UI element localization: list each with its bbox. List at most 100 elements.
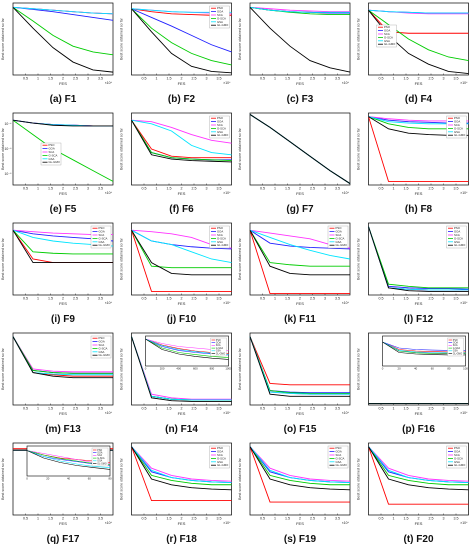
x-tick-label: 1.5: [404, 407, 409, 411]
legend-label: PSO: [99, 226, 106, 230]
x-tick-label: 2: [299, 517, 301, 521]
legend-label: SCA: [217, 453, 223, 457]
series-line-g-sca: [131, 229, 232, 269]
y-axis-label: Best score obtained so far: [357, 347, 361, 390]
x-tick-label: 0.5: [142, 297, 147, 301]
inset-x-tick-label: 40: [67, 477, 71, 481]
x-axis-exponent: ×10⁴: [460, 81, 468, 85]
legend-label: PSO: [217, 446, 224, 450]
x-tick-label: 3: [87, 297, 89, 301]
x-axis-exponent: ×10⁴: [223, 81, 231, 85]
x-tick-label: 1: [156, 297, 158, 301]
legend-label: GSA: [454, 130, 460, 134]
inset-x-tick-label: 800: [210, 367, 215, 371]
x-axis-label: FES: [59, 411, 67, 416]
series-line-g-sca: [368, 446, 469, 486]
legend-label: GOA: [336, 230, 342, 234]
y-axis-label: Best score obtained so far: [238, 237, 242, 280]
inset-legend-label: GOA: [216, 342, 222, 345]
chart-panel-8: Best score obtained so far 0.5 1 1.5 2 2.5 3 3.…: [357, 112, 469, 215]
x-tick-label: 3: [206, 297, 208, 301]
x-tick-label: 0.5: [379, 517, 384, 521]
legend-label: GOA: [217, 230, 223, 234]
x-axis-exponent: ×10⁴: [223, 301, 231, 305]
legend-label: GOA: [454, 120, 460, 124]
x-axis-exponent: ×10⁴: [105, 521, 113, 525]
legend-label: SCA: [336, 453, 342, 457]
legend-label: PSO: [217, 6, 224, 10]
chart-panel-12: Best score obtained so far 0.5 1 1.5 2 2.5 3 3.…: [357, 222, 469, 325]
legend-label: PSO: [454, 226, 461, 230]
x-tick-label: 3.5: [335, 297, 340, 301]
panel-caption: (n) F14: [165, 424, 198, 435]
x-axis-label: FES: [59, 81, 67, 86]
inset-legend-label: SCA: [97, 454, 102, 457]
x-tick-label: 2: [418, 517, 420, 521]
x-tick-label: 2.5: [192, 407, 197, 411]
x-tick-label: 0.5: [142, 517, 147, 521]
chart-panel-17: Best score obtained so far 0.5 1 1.5 2 2.5 3 3.…: [1, 442, 114, 545]
chart-panel-3: Best score obtained so far 0.5 1 1.5 2 2.5 3 3.…: [238, 2, 351, 105]
x-tick-label: 2.5: [73, 187, 78, 191]
series-line-g-sca: [368, 9, 469, 62]
legend-label: PSO: [454, 116, 461, 120]
legend-label: GL-GMO: [454, 463, 466, 467]
series-line-sca: [131, 336, 232, 400]
legend-label: GOA: [454, 230, 460, 234]
series-line-gl-gmo: [249, 446, 351, 491]
x-tick-label: 2.5: [429, 77, 434, 81]
x-tick-label: 1: [393, 77, 395, 81]
x-tick-label: 3.5: [98, 77, 103, 81]
x-tick-label: 1: [274, 297, 276, 301]
x-axis-exponent: ×10⁴: [223, 521, 231, 525]
legend-label: SCA: [336, 233, 342, 237]
panel-caption: (g) F7: [286, 204, 314, 215]
legend-label: G-SCA: [454, 456, 463, 460]
x-axis-exponent: ×10⁴: [342, 81, 350, 85]
y-axis-label: Best score obtained so far: [357, 237, 361, 280]
legend-label: GOA: [454, 450, 460, 454]
series-line-sca: [249, 446, 351, 482]
x-axis-label: FES: [178, 521, 186, 526]
series-line-gsa: [131, 119, 232, 156]
x-tick-label: 2.5: [429, 297, 434, 301]
x-axis-label: FES: [59, 521, 67, 526]
legend-label: GSA: [49, 157, 55, 161]
inset-legend-label: G-SCA: [97, 457, 105, 460]
x-tick-label: 0.5: [260, 517, 265, 521]
x-tick-label: 3.5: [335, 77, 340, 81]
legend-label: PSO: [454, 446, 461, 450]
x-tick-label: 1: [37, 297, 39, 301]
x-tick-label: 2.5: [73, 297, 78, 301]
inset-legend-label: GOA: [97, 452, 103, 455]
x-tick-label: 2.5: [192, 297, 197, 301]
series-line-goa: [12, 6, 114, 21]
x-tick-label: 2: [299, 187, 301, 191]
series-line-gsa: [368, 446, 469, 484]
series-line-pso: [368, 446, 469, 505]
x-tick-label: 0.5: [379, 77, 384, 81]
chart-panel-11: Best score obtained so far 0.5 1 1.5 2 2.5 3 3.…: [238, 222, 351, 325]
x-tick-label: 1.5: [167, 297, 172, 301]
legend-label: GOA: [336, 450, 342, 454]
legend-label: GOA: [49, 147, 55, 151]
panel-caption: (d) F4: [405, 94, 433, 105]
y-axis-label: Best score obtained so far: [238, 127, 242, 170]
legend-label: GL-GMO: [454, 243, 466, 247]
y-tick-label: 10⁻⁴: [4, 122, 12, 126]
x-tick-label: 1.5: [404, 297, 409, 301]
x-tick-label: 2.5: [310, 77, 315, 81]
legend-label: GL-GMO: [454, 133, 466, 137]
legend-label: PSO: [99, 336, 106, 340]
x-tick-label: 2: [181, 297, 183, 301]
x-tick-label: 0.5: [23, 187, 28, 191]
legend-label: G-SCA: [454, 236, 463, 240]
chart-panel-6: Best score obtained so far 0.5 1 1.5 2 2.5 3 3.…: [120, 112, 232, 215]
x-tick-label: 3: [206, 517, 208, 521]
chart-panel-20: Best score obtained so far 0.5 1 1.5 2 2.5 3 3.…: [357, 442, 469, 545]
x-tick-label: 3: [443, 77, 445, 81]
